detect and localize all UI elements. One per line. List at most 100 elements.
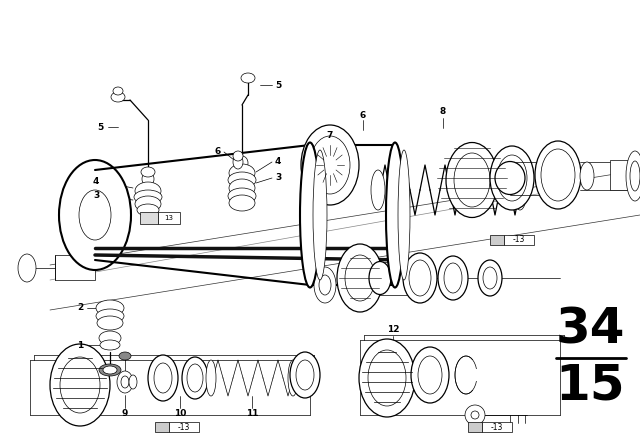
Ellipse shape xyxy=(135,196,161,212)
Text: 9: 9 xyxy=(122,409,128,418)
Ellipse shape xyxy=(398,150,410,280)
Ellipse shape xyxy=(497,155,527,201)
Ellipse shape xyxy=(301,125,359,205)
Ellipse shape xyxy=(100,340,120,350)
Text: 15: 15 xyxy=(555,361,625,409)
Ellipse shape xyxy=(113,87,123,95)
Ellipse shape xyxy=(386,142,404,288)
Ellipse shape xyxy=(103,366,117,374)
Ellipse shape xyxy=(314,267,336,303)
Ellipse shape xyxy=(541,149,575,201)
Ellipse shape xyxy=(154,363,172,393)
Ellipse shape xyxy=(99,364,121,376)
Ellipse shape xyxy=(137,204,159,216)
Bar xyxy=(482,422,512,432)
Text: 4: 4 xyxy=(275,158,281,167)
Text: 8: 8 xyxy=(440,108,446,116)
Ellipse shape xyxy=(117,371,133,393)
Ellipse shape xyxy=(369,262,391,294)
Ellipse shape xyxy=(455,356,477,394)
Text: 5: 5 xyxy=(97,122,103,132)
Ellipse shape xyxy=(478,260,502,296)
Ellipse shape xyxy=(310,136,350,194)
Ellipse shape xyxy=(403,253,437,303)
Ellipse shape xyxy=(300,142,320,288)
Ellipse shape xyxy=(229,179,255,197)
Ellipse shape xyxy=(233,155,243,169)
Ellipse shape xyxy=(411,347,449,403)
Ellipse shape xyxy=(345,255,375,301)
Text: -13: -13 xyxy=(178,422,190,431)
Ellipse shape xyxy=(483,267,497,289)
Text: 1: 1 xyxy=(77,340,83,349)
Ellipse shape xyxy=(418,356,442,394)
Ellipse shape xyxy=(228,188,256,204)
Ellipse shape xyxy=(368,350,406,406)
Ellipse shape xyxy=(371,170,385,210)
Ellipse shape xyxy=(187,364,203,392)
Ellipse shape xyxy=(141,167,155,177)
Ellipse shape xyxy=(96,300,124,316)
Ellipse shape xyxy=(119,352,131,360)
Ellipse shape xyxy=(319,275,331,295)
Ellipse shape xyxy=(60,357,100,413)
Ellipse shape xyxy=(111,92,125,102)
Ellipse shape xyxy=(409,260,431,296)
Text: 5: 5 xyxy=(275,81,281,90)
Ellipse shape xyxy=(129,375,137,389)
Bar xyxy=(610,160,630,190)
Ellipse shape xyxy=(99,331,121,345)
Ellipse shape xyxy=(535,141,581,209)
Bar xyxy=(155,422,169,432)
Ellipse shape xyxy=(142,172,154,186)
Ellipse shape xyxy=(296,360,314,390)
Bar xyxy=(158,212,180,224)
Ellipse shape xyxy=(229,195,255,211)
Text: 34: 34 xyxy=(556,306,625,354)
Bar xyxy=(169,422,199,432)
Ellipse shape xyxy=(288,360,298,396)
Circle shape xyxy=(465,405,485,425)
Ellipse shape xyxy=(233,151,243,161)
Ellipse shape xyxy=(79,190,111,240)
Ellipse shape xyxy=(444,263,462,293)
Bar xyxy=(490,235,504,245)
Bar xyxy=(140,212,158,224)
Text: 3: 3 xyxy=(275,173,281,182)
Polygon shape xyxy=(55,255,95,280)
Ellipse shape xyxy=(206,360,216,396)
Ellipse shape xyxy=(182,357,208,399)
Text: 3: 3 xyxy=(93,191,99,201)
Ellipse shape xyxy=(135,182,161,200)
Ellipse shape xyxy=(454,153,490,207)
Ellipse shape xyxy=(495,161,525,194)
Ellipse shape xyxy=(580,162,594,190)
Ellipse shape xyxy=(148,355,178,401)
Ellipse shape xyxy=(96,309,124,323)
Text: 10: 10 xyxy=(174,409,186,418)
Circle shape xyxy=(471,411,479,419)
Text: 4: 4 xyxy=(93,177,99,186)
Text: 6: 6 xyxy=(215,147,221,156)
Ellipse shape xyxy=(241,73,255,83)
Ellipse shape xyxy=(50,344,110,426)
Ellipse shape xyxy=(290,352,320,398)
Text: -13: -13 xyxy=(513,236,525,245)
Ellipse shape xyxy=(134,190,162,204)
Text: 12: 12 xyxy=(387,326,399,335)
Ellipse shape xyxy=(228,172,256,188)
Ellipse shape xyxy=(490,146,534,210)
Ellipse shape xyxy=(229,164,255,182)
Ellipse shape xyxy=(313,150,327,280)
Ellipse shape xyxy=(18,254,36,282)
Ellipse shape xyxy=(337,244,383,312)
Ellipse shape xyxy=(513,170,527,210)
Ellipse shape xyxy=(446,142,498,217)
Text: 11: 11 xyxy=(246,409,259,418)
Text: -13: -13 xyxy=(491,422,503,431)
Ellipse shape xyxy=(630,161,640,191)
Ellipse shape xyxy=(236,156,248,170)
Ellipse shape xyxy=(626,151,640,201)
Ellipse shape xyxy=(97,316,123,330)
Ellipse shape xyxy=(121,376,129,388)
